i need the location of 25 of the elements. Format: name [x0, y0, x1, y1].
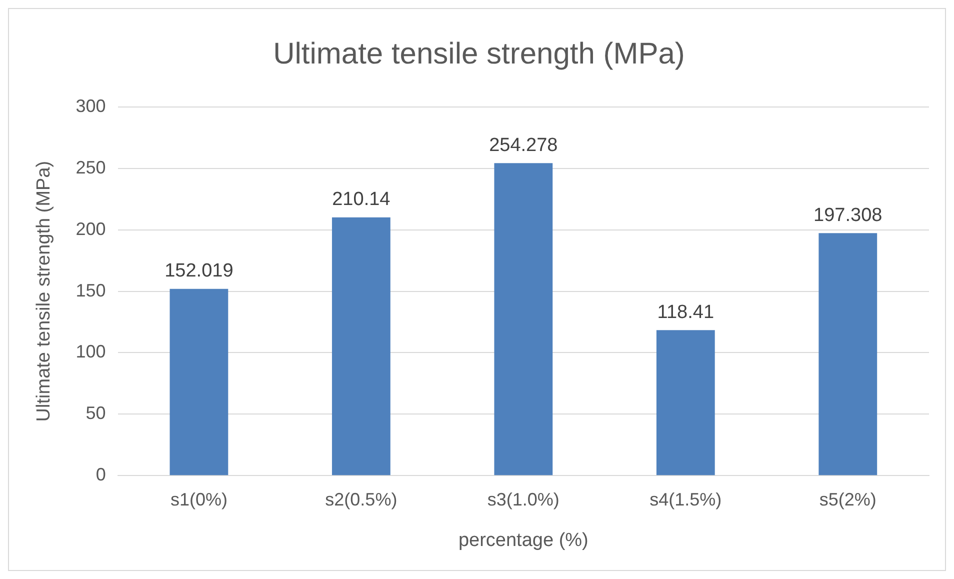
- x-tick-label: s4(1.5%): [650, 489, 722, 510]
- x-axis-title: percentage (%): [458, 530, 588, 551]
- y-tick-label: 0: [96, 464, 106, 485]
- y-tick-label: 150: [76, 280, 106, 300]
- data-label: 254.278: [489, 134, 558, 156]
- y-tick-label: 100: [76, 342, 106, 362]
- data-label: 152.019: [164, 260, 234, 282]
- data-label: 197.308: [814, 204, 882, 226]
- bar: [818, 233, 878, 476]
- data-label: 118.41: [657, 302, 714, 323]
- y-axis-title: Ultimate tensile strength (MPa): [34, 160, 55, 422]
- chart-title: Ultimate tensile strength (MPa): [273, 37, 685, 70]
- bar: [332, 217, 390, 476]
- bar: [494, 163, 553, 476]
- x-tick-label: s2(0.5%): [325, 489, 398, 510]
- x-tick-label: s3(1.0%): [487, 489, 560, 510]
- y-tick-label: 200: [76, 218, 106, 239]
- x-tick-label: s1(0%): [170, 489, 228, 510]
- data-label: 210.14: [332, 189, 391, 210]
- y-tick-label: 250: [76, 157, 106, 178]
- bar: [656, 330, 715, 476]
- x-tick-label: s5(2%): [819, 489, 876, 510]
- bar: [170, 288, 228, 476]
- y-tick-label: 300: [76, 96, 106, 116]
- y-tick-label: 50: [86, 403, 106, 424]
